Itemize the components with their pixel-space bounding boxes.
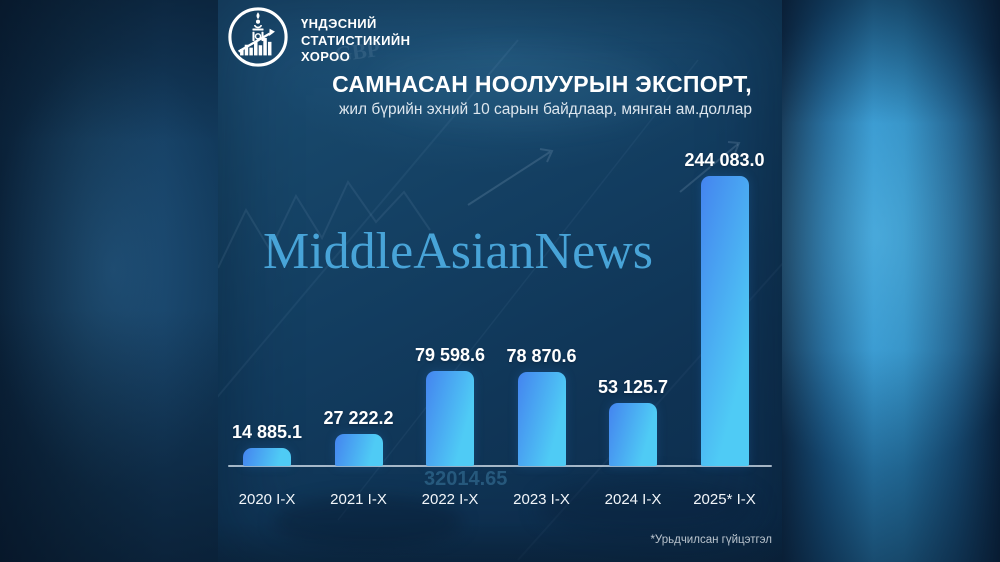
bar	[609, 403, 657, 466]
bg-currency-text: GBP	[333, 36, 381, 67]
bar-value-label: 53 125.7	[597, 377, 669, 397]
bar-group: 244 083.0 2025* I-X	[679, 150, 771, 508]
x-axis-tick-label: 2022 I-X	[421, 491, 479, 508]
bar-group: 53 125.7 2024 I-X	[587, 377, 679, 508]
bg-ticker-number: 32014.65	[424, 468, 507, 490]
chart-title: САМНАСАН НООЛУУРЫН ЭКСПОРТ,	[332, 71, 752, 97]
bar	[243, 448, 291, 466]
x-axis-tick-label: 2020 I-X	[238, 491, 296, 508]
bar	[517, 372, 566, 466]
soyombo-symbol	[252, 12, 264, 41]
bar	[426, 371, 474, 466]
background-right-band	[782, 0, 1000, 562]
bar-chart: 14 885.1 2020 I-X 27 222.2 2021 I-X 79 598.6…	[218, 0, 782, 562]
x-axis-tick-label: 2023 I-X	[513, 491, 570, 508]
bar-group: 79 598.6 2022 I-X	[404, 345, 496, 508]
x-axis-tick-label: 2025* I-X	[693, 491, 756, 508]
footnote: *Урьдчилсан гүйцэтгэл	[650, 534, 772, 546]
nso-logo-icon	[228, 7, 288, 67]
rising-bars-symbol	[238, 28, 275, 56]
bar-group: 14 885.1 2020 I-X	[221, 422, 313, 508]
bottom-shade	[218, 522, 782, 562]
chart-subtitle: жил бүрийн эхний 10 сарын байдлаар, мянг…	[338, 101, 752, 118]
title-block: САМНАСАН НООЛУУРЫН ЭКСПОРТ, жил бүрийн э…	[332, 71, 752, 119]
bar-value-label: 244 083.0	[684, 150, 765, 170]
bar	[700, 176, 749, 466]
background-left-band	[0, 0, 218, 562]
bar-value-label: 78 870.6	[506, 346, 577, 366]
x-axis-line	[228, 465, 772, 467]
org-name: ҮНДЭСНИЙ СТАТИСТИКИЙН ХОРОО	[301, 16, 410, 66]
faint-linechart-texture	[218, 180, 431, 269]
bar-group: 78 870.6 2023 I-X	[496, 346, 588, 508]
bar-value-label: 79 598.6	[414, 345, 486, 365]
faint-arrow-texture	[467, 141, 741, 206]
org-name-line: ХОРОО	[301, 49, 351, 64]
watermark-text: MiddleAsianNews	[263, 223, 653, 280]
bar-group: 27 222.2 2021 I-X	[313, 408, 405, 508]
background-texture: GBP 32014.65	[218, 36, 782, 561]
bar-value-label: 14 885.1	[231, 422, 303, 442]
org-name-line: СТАТИСТИКИЙН	[301, 32, 411, 48]
bar-value-label: 27 222.2	[323, 408, 394, 428]
publisher-block: ҮНДЭСНИЙ СТАТИСТИКИЙН ХОРОО	[227, 6, 410, 68]
infographic-card: GBP 32014.65	[218, 0, 782, 562]
x-axis-tick-label: 2021 I-X	[330, 491, 387, 508]
x-axis-tick-label: 2024 I-X	[604, 491, 662, 508]
bar	[334, 434, 383, 466]
org-name-line: ҮНДЭСНИЙ	[301, 16, 377, 31]
